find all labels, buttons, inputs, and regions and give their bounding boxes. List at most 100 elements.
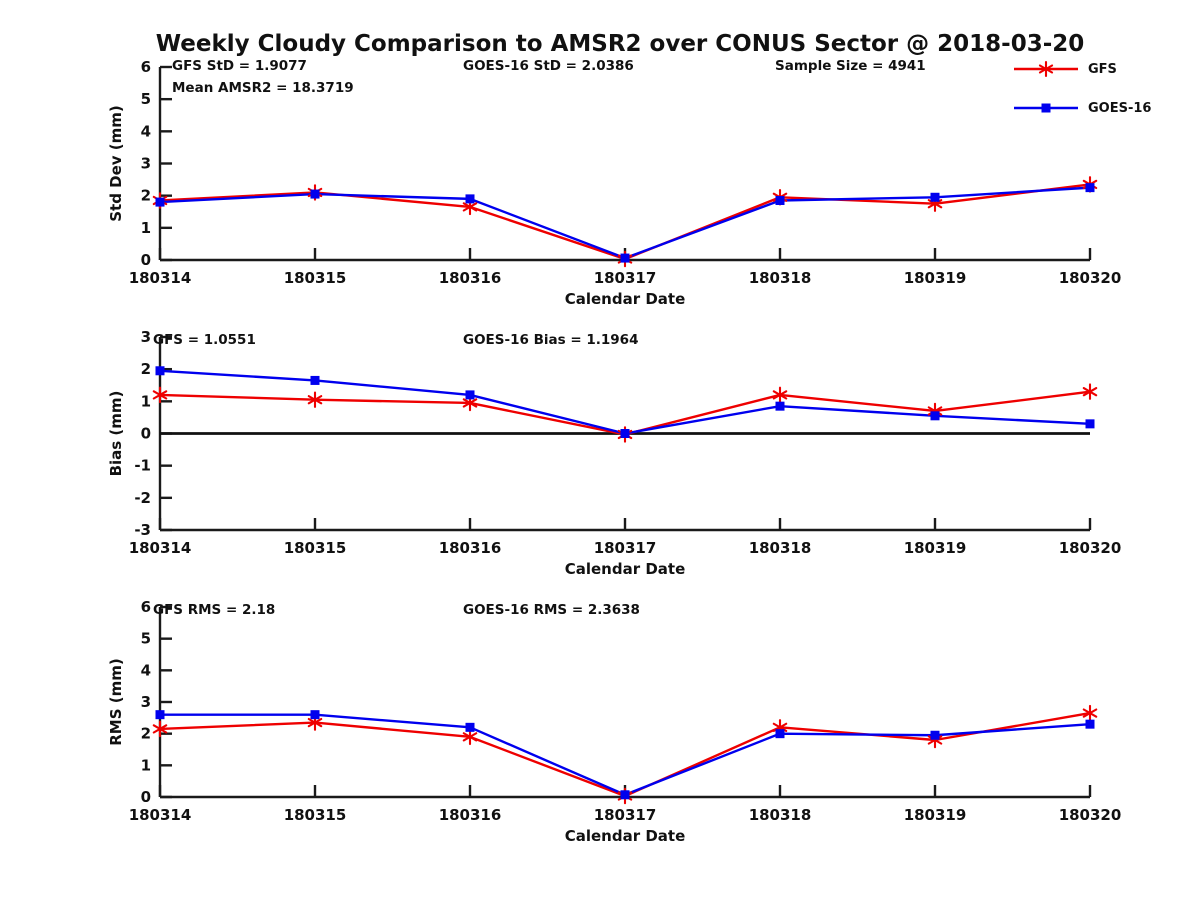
data-point-marker xyxy=(775,195,785,205)
square-marker-icon xyxy=(1085,719,1095,729)
legend: GFS GOES-16 xyxy=(1012,60,1151,117)
asterisk-marker-icon xyxy=(1038,60,1054,78)
data-point-marker xyxy=(1082,383,1098,400)
y-tick-label: -1 xyxy=(134,457,151,475)
legend-label: GOES-16 xyxy=(1088,100,1152,116)
x-tick-label: 180320 xyxy=(1059,539,1122,557)
data-point-marker xyxy=(1085,419,1095,429)
x-tick-label: 180316 xyxy=(439,539,502,557)
square-marker-icon xyxy=(155,197,165,207)
annotation: GFS RMS = 2.18 xyxy=(153,602,275,618)
data-point-marker xyxy=(155,710,165,720)
y-tick-label: 0 xyxy=(141,251,151,269)
annotation: Sample Size = 4941 xyxy=(775,58,926,74)
x-tick-label: 180319 xyxy=(904,269,967,287)
annotation: GOES-16 Bias = 1.1964 xyxy=(463,332,638,348)
asterisk-spoke xyxy=(307,717,323,728)
legend-label: GFS xyxy=(1088,61,1117,77)
square-marker-icon xyxy=(310,375,320,385)
data-point-marker xyxy=(1082,704,1098,722)
x-tick-label: 180318 xyxy=(749,539,812,557)
annotation: GOES-16 RMS = 2.3638 xyxy=(463,602,640,618)
gfs-line-marker-icon xyxy=(1014,60,1078,78)
y-tick-label: -2 xyxy=(134,489,151,507)
series-line-goes-16 xyxy=(159,186,1091,260)
x-tick-label: 180315 xyxy=(284,269,347,287)
data-point-marker xyxy=(152,386,168,404)
data-point-marker xyxy=(152,720,168,738)
x-tick-label: 180315 xyxy=(284,539,347,557)
x-tick-label: 180318 xyxy=(749,806,812,824)
square-marker-icon xyxy=(620,253,630,263)
data-point-marker xyxy=(465,390,475,400)
square-marker-icon xyxy=(620,429,630,438)
data-point-marker xyxy=(775,401,785,411)
x-tick-label: 180318 xyxy=(749,269,812,287)
figure-title: Weekly Cloudy Comparison to AMSR2 over C… xyxy=(155,31,1085,57)
square-marker-icon xyxy=(930,411,940,421)
asterisk-marker-icon xyxy=(772,386,788,404)
asterisk-spoke xyxy=(1082,387,1098,397)
data-point-marker xyxy=(310,375,320,385)
data-point-marker xyxy=(620,429,630,438)
x-tick-label: 180319 xyxy=(904,806,967,824)
data-point-marker xyxy=(930,730,940,740)
data-point-marker xyxy=(1085,183,1095,193)
x-tick-label: 180319 xyxy=(904,539,967,557)
square-marker-icon xyxy=(775,401,785,411)
y-tick-label: 6 xyxy=(141,58,151,76)
data-point-marker xyxy=(930,411,940,421)
y-axis-title: RMS (mm) xyxy=(107,658,125,745)
asterisk-spoke xyxy=(462,732,478,742)
square-marker-icon xyxy=(775,195,785,205)
annotation: Mean AMSR2 = 18.3719 xyxy=(172,80,354,96)
y-tick-label: 2 xyxy=(141,725,151,743)
asterisk-spoke xyxy=(462,398,478,408)
y-tick-label: 4 xyxy=(141,122,151,140)
y-tick-label: 2 xyxy=(141,187,151,205)
x-tick-label: 180320 xyxy=(1059,269,1122,287)
y-tick-label: 5 xyxy=(141,90,151,108)
square-marker-icon xyxy=(930,730,940,740)
y-tick-label: 3 xyxy=(141,328,151,346)
asterisk-spoke xyxy=(1082,708,1098,718)
series-line-goes-16 xyxy=(160,713,1091,796)
y-tick-label: -3 xyxy=(134,521,151,539)
x-axis-title: Calendar Date xyxy=(565,290,686,308)
data-point-marker xyxy=(155,366,165,376)
y-tick-label: 0 xyxy=(141,788,151,806)
data-point-marker xyxy=(1085,719,1095,729)
data-point-marker xyxy=(307,391,323,408)
y-tick-label: 4 xyxy=(141,661,151,679)
asterisk-marker-icon xyxy=(462,728,478,746)
data-point-marker xyxy=(465,194,475,204)
asterisk-spoke xyxy=(152,390,168,400)
y-tick-label: 0 xyxy=(141,425,151,443)
asterisk-spoke xyxy=(307,395,323,405)
data-point-marker xyxy=(465,722,475,732)
square-marker-icon xyxy=(310,189,320,199)
x-tick-label: 180320 xyxy=(1059,806,1122,824)
x-tick-label: 180314 xyxy=(129,269,192,287)
x-tick-label: 180314 xyxy=(129,539,192,557)
data-point-marker xyxy=(620,790,630,800)
data-point-marker xyxy=(310,710,320,720)
x-tick-label: 180316 xyxy=(439,806,502,824)
y-tick-label: 3 xyxy=(141,693,151,711)
square-marker-icon xyxy=(1085,183,1095,193)
asterisk-marker-icon xyxy=(152,720,168,738)
asterisk-spoke xyxy=(152,724,168,734)
y-axis-title: Std Dev (mm) xyxy=(107,105,125,222)
legend-item-goes-16: GOES-16 xyxy=(1012,99,1151,117)
y-tick-label: 1 xyxy=(141,756,151,774)
asterisk-marker-icon xyxy=(1082,704,1098,722)
square-marker-icon xyxy=(1085,419,1095,429)
square-marker-icon xyxy=(155,366,165,376)
asterisk-marker-icon xyxy=(152,386,168,404)
rms-chart: 0 1 2 3 4 5 6 180314 180315 180316 180317 180318 180… xyxy=(107,598,1121,845)
stddev-chart: 0 1 2 3 4 5 6 180314 180315 180316 180317 180318 180… xyxy=(107,58,1121,308)
bias-chart: -3 -2 -1 0 1 2 3 180314 180315 180316 180317 180318… xyxy=(107,328,1121,578)
y-tick-label: 6 xyxy=(141,598,151,616)
data-point-marker xyxy=(462,728,478,746)
series-line-gfs xyxy=(159,711,1091,798)
